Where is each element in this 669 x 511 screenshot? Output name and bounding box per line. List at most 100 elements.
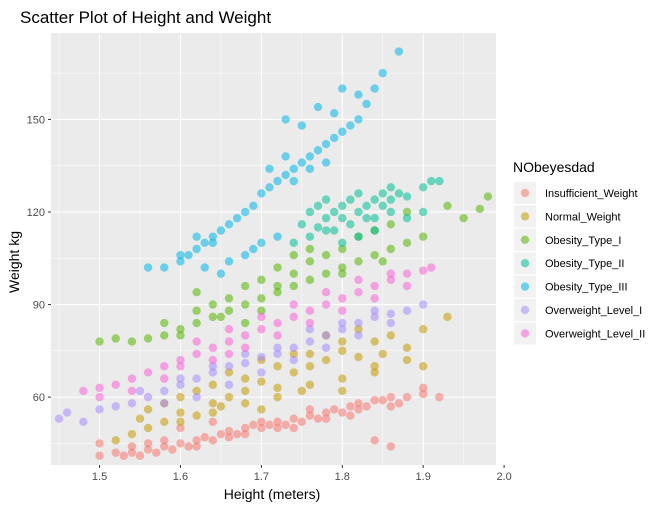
- data-point: [338, 374, 347, 383]
- data-point: [176, 417, 185, 426]
- data-point: [273, 318, 282, 328]
- data-point: [111, 448, 120, 457]
- data-point: [370, 195, 379, 204]
- data-point: [160, 399, 169, 408]
- data-point: [127, 448, 137, 457]
- legend-key: [520, 212, 530, 221]
- data-point: [289, 269, 298, 278]
- data-point: [329, 109, 339, 118]
- data-point: [224, 362, 234, 371]
- data-point: [305, 207, 315, 217]
- data-point: [240, 300, 250, 309]
- data-point: [289, 349, 298, 359]
- data-point: [192, 411, 201, 420]
- data-point: [176, 257, 185, 266]
- data-point: [208, 300, 218, 309]
- data-point: [216, 429, 226, 439]
- series-overweight-level-ii: [79, 263, 436, 402]
- data-point: [370, 250, 379, 260]
- legend-key: [520, 188, 530, 198]
- data-point: [418, 325, 428, 334]
- data-point: [273, 288, 282, 297]
- x-axis-title: Height (meters): [224, 486, 320, 502]
- data-point: [338, 386, 347, 396]
- data-point: [321, 331, 331, 340]
- data-point: [95, 451, 104, 460]
- data-point: [176, 439, 185, 448]
- data-point: [273, 343, 282, 352]
- data-point: [208, 408, 218, 417]
- data-point: [249, 244, 258, 254]
- data-point: [143, 423, 153, 433]
- data-point: [321, 226, 331, 235]
- data-point: [483, 192, 493, 201]
- series-insufficient-weight: [95, 383, 444, 460]
- data-point: [265, 164, 274, 173]
- data-point: [240, 386, 250, 396]
- data-point: [273, 331, 282, 340]
- data-point: [160, 374, 169, 383]
- data-point: [338, 244, 347, 254]
- data-point: [427, 263, 436, 272]
- data-point: [402, 392, 412, 402]
- data-point: [95, 383, 104, 393]
- x-axis: 1.5 1.6 1.7 1.8 1.9 2.0: [92, 465, 512, 483]
- data-point: [273, 423, 282, 433]
- data-point: [240, 281, 250, 291]
- data-point: [402, 355, 412, 365]
- legend-label: Overweight_Level_II: [545, 328, 645, 340]
- data-point: [192, 244, 201, 254]
- data-point: [176, 392, 185, 402]
- data-point: [176, 325, 185, 334]
- data-point: [192, 349, 201, 359]
- data-point: [346, 220, 355, 229]
- data-point: [370, 337, 379, 346]
- data-point: [240, 349, 250, 359]
- data-point: [224, 306, 234, 315]
- data-point: [289, 355, 298, 365]
- data-point: [240, 250, 250, 260]
- data-point: [184, 250, 193, 260]
- data-point: [354, 189, 363, 198]
- data-point: [176, 374, 185, 383]
- data-point: [435, 176, 444, 186]
- data-point: [321, 288, 331, 297]
- data-point: [184, 442, 193, 451]
- data-point: [273, 417, 282, 426]
- legend-item: Normal_Weight: [514, 205, 621, 228]
- data-point: [257, 423, 266, 433]
- data-point: [257, 377, 266, 386]
- data-point: [160, 263, 169, 272]
- data-point: [346, 411, 355, 420]
- data-point: [216, 269, 226, 278]
- data-point: [249, 201, 258, 210]
- series-overweight-level-i: [54, 300, 428, 426]
- data-point: [95, 439, 104, 448]
- data-point: [354, 275, 363, 285]
- data-point: [321, 139, 331, 149]
- data-point: [394, 399, 404, 408]
- data-point: [273, 383, 282, 393]
- data-point: [240, 429, 250, 439]
- data-point: [160, 386, 169, 396]
- data-point: [273, 392, 282, 402]
- data-point: [297, 386, 307, 396]
- data-point: [127, 374, 137, 383]
- data-point: [192, 392, 201, 402]
- data-point: [475, 204, 485, 214]
- data-point: [418, 362, 428, 371]
- data-point: [192, 386, 201, 396]
- data-point: [289, 238, 298, 248]
- data-point: [329, 133, 339, 143]
- data-point: [418, 183, 428, 192]
- data-point: [224, 257, 234, 266]
- data-point: [386, 392, 396, 402]
- data-point: [386, 207, 396, 217]
- data-point: [370, 306, 379, 315]
- data-point: [224, 337, 234, 346]
- data-point: [443, 312, 452, 322]
- data-point: [305, 362, 315, 371]
- data-point: [354, 232, 363, 241]
- data-point: [240, 423, 250, 433]
- data-point: [289, 343, 298, 352]
